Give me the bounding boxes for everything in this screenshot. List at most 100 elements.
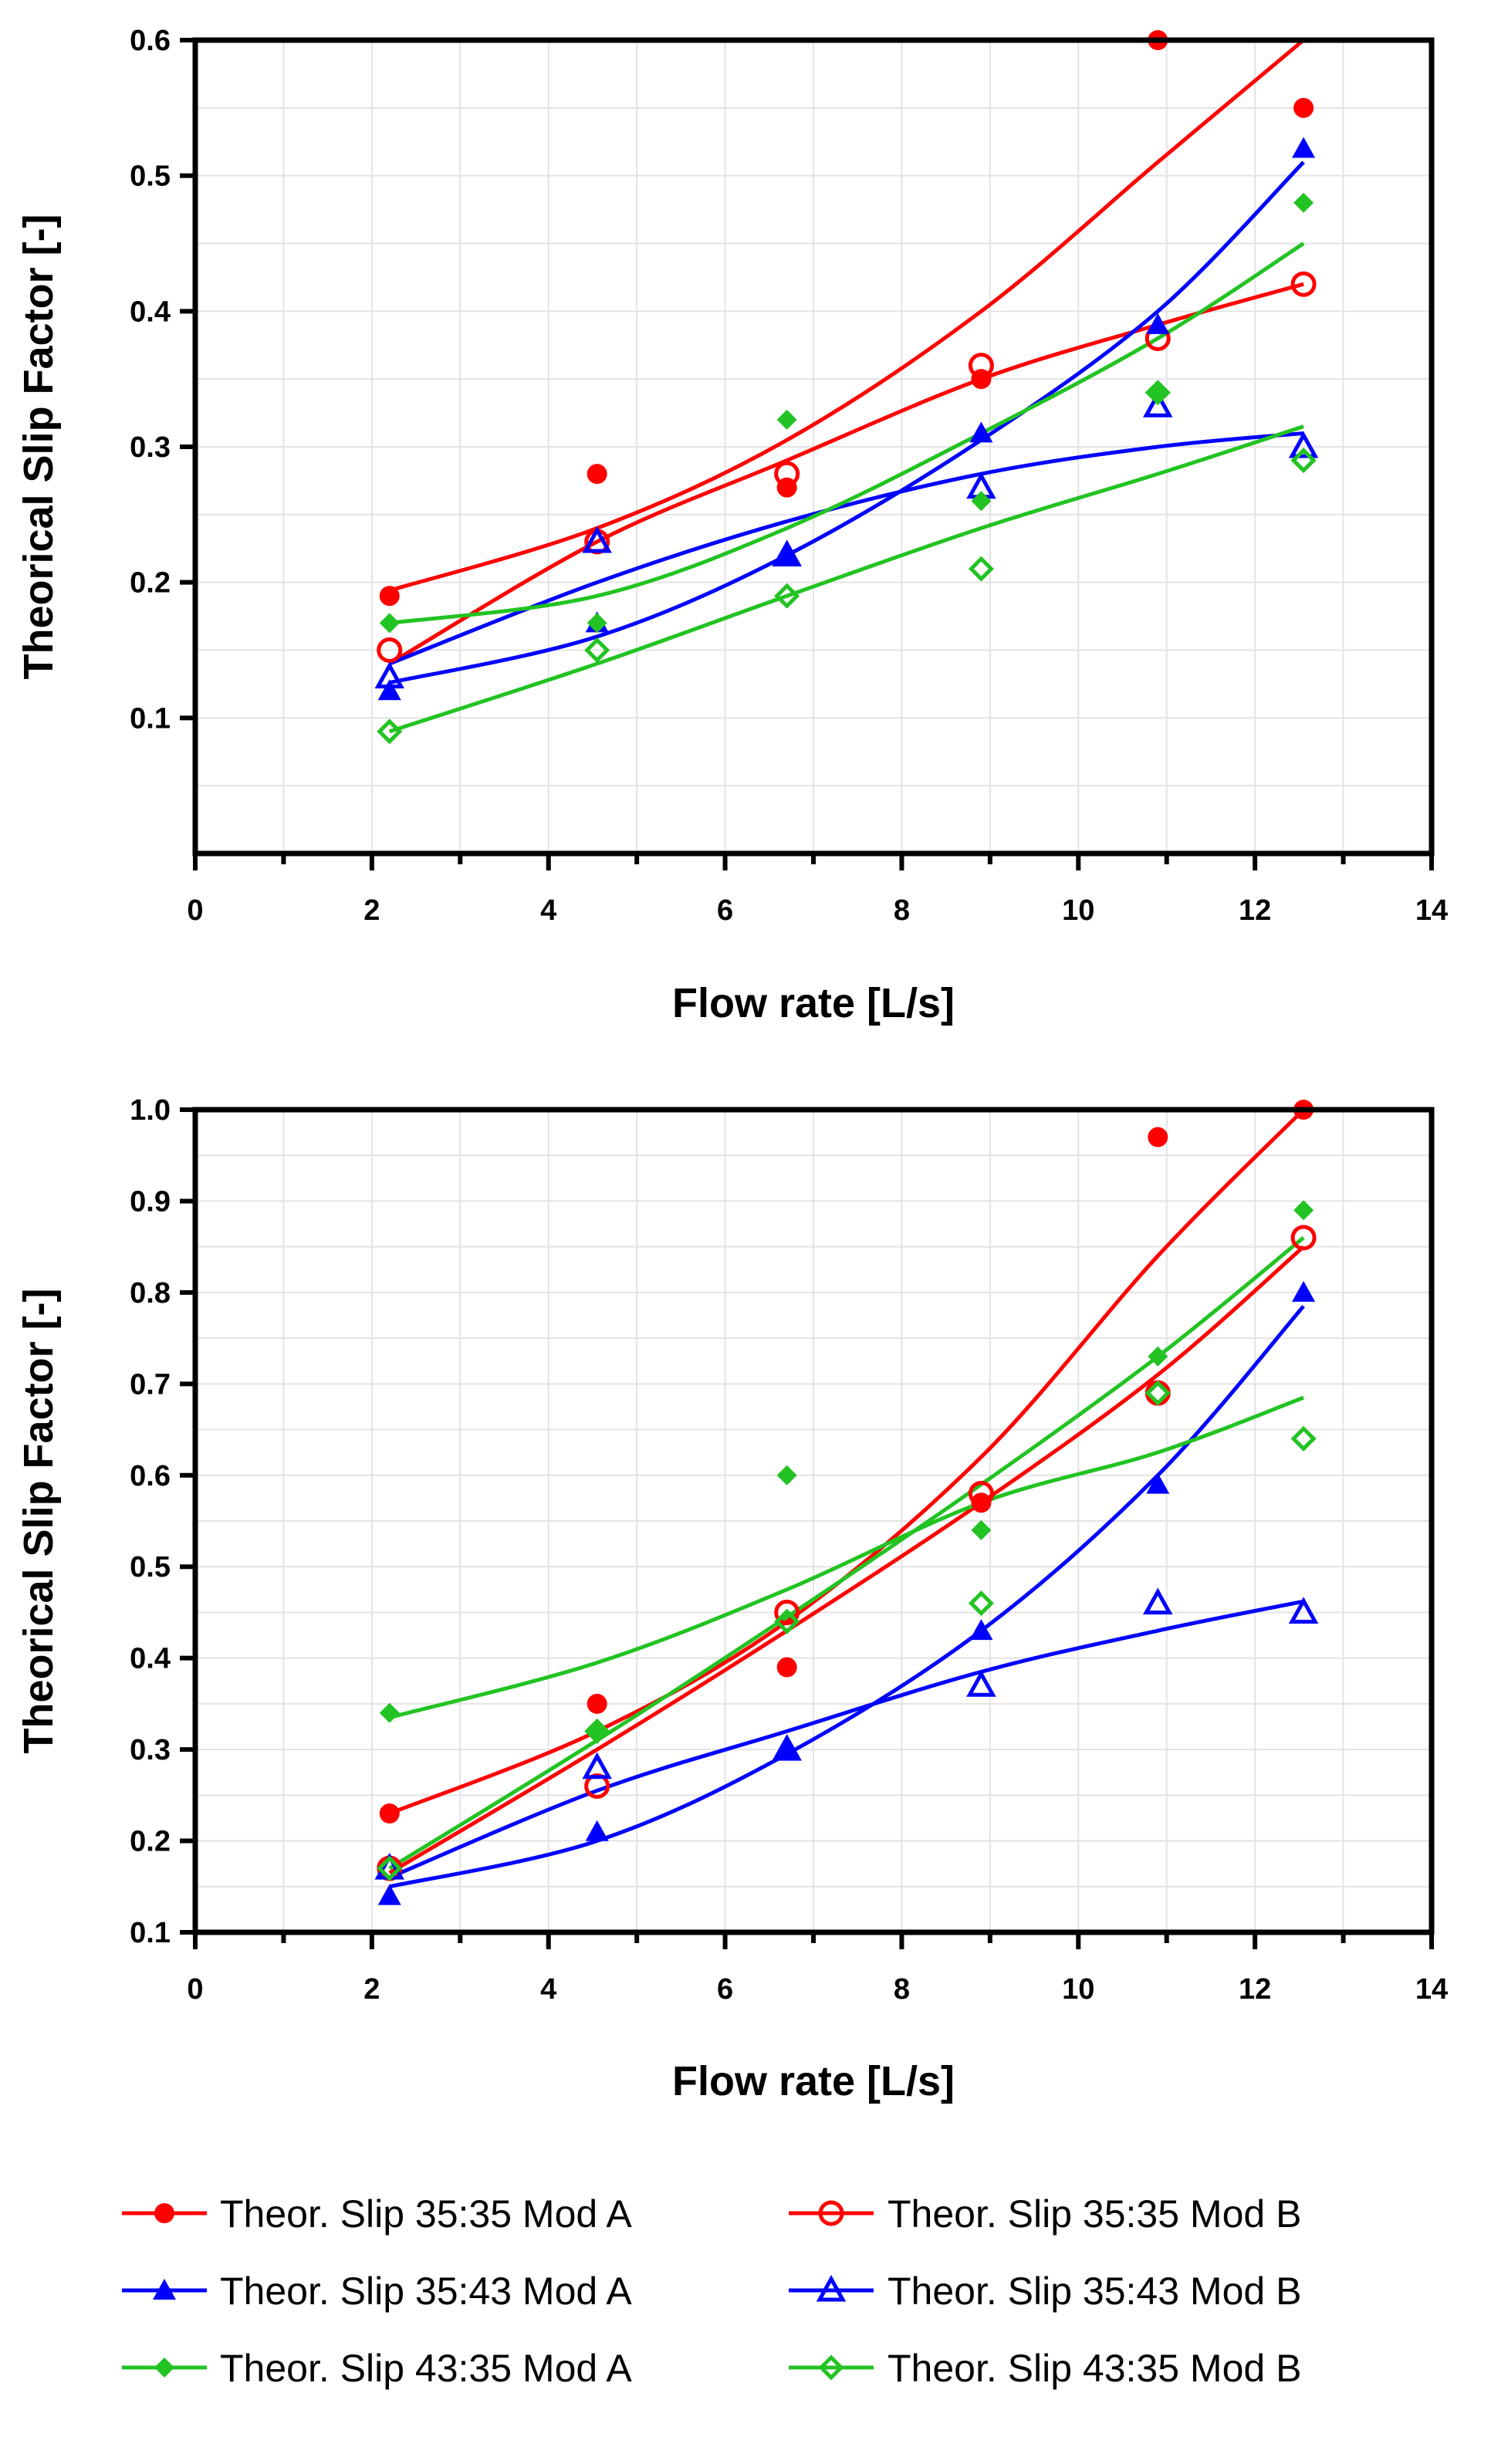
data-point (1145, 380, 1171, 406)
legend-item-theor-slip-43-35-mod-b: Theor. Slip 43:35 Mod B (789, 2347, 1301, 2390)
x-tick-label: 0 (187, 1973, 203, 2006)
trend-lines (388, 40, 1305, 734)
data-points (374, 1100, 1319, 1905)
x-tick-label: 10 (1062, 894, 1094, 927)
series-theor-slip-35-35-mod-a (379, 1100, 1314, 1824)
y-axis-title: Theorical Slip Factor [-] (15, 214, 62, 679)
legend-marker (818, 2200, 844, 2226)
legend-marker (154, 2203, 174, 2223)
trend-line-theor-slip-35-43-mod-a (389, 1305, 1305, 1889)
series-theor-slip-35-43-mod-a (377, 1280, 1316, 1905)
data-point (582, 526, 612, 553)
x-tick-label: 12 (1239, 1973, 1271, 2006)
data-point (379, 586, 400, 607)
data-point (775, 1738, 799, 1759)
y-tick-label: 0.6 (130, 1460, 171, 1492)
x-tick-label: 10 (1062, 1973, 1094, 2006)
trend-line-theor-slip-35-35-mod-a (389, 40, 1305, 593)
data-point (377, 1855, 403, 1881)
legend-item-theor-slip-35-35-mod-a: Theor. Slip 35:35 Mod A (122, 2192, 632, 2236)
data-point (774, 1608, 800, 1634)
data-point (1293, 192, 1314, 213)
x-tick-label: 6 (717, 1973, 733, 2006)
data-point (379, 1702, 400, 1723)
data-point (772, 1733, 802, 1761)
data-point (1290, 1225, 1317, 1251)
series-theor-slip-43-35-mod-b (377, 1380, 1317, 1881)
y-axis-labels: 0.1 0.2 0.3 0.4 0.5 0.6 (130, 25, 171, 735)
legend-label: Theor. Slip 35:35 Mod A (220, 2192, 632, 2236)
data-point (377, 1884, 401, 1905)
x-axis-ticks (193, 1932, 1434, 1949)
data-point (377, 718, 403, 745)
data-point (584, 1718, 610, 1744)
series-theor-slip-43-35-mod-a (379, 192, 1314, 634)
data-point (1293, 97, 1314, 118)
data-point (1290, 1425, 1317, 1452)
grid (195, 1110, 1432, 1932)
legend-item-theor-slip-35-43-mod-b: Theor. Slip 35:43 Mod B (789, 2270, 1301, 2313)
data-point (1148, 1346, 1168, 1367)
y-axis-ticks (180, 38, 195, 721)
series-theor-slip-35-43-mod-b (374, 1587, 1319, 1880)
trend-line-theor-slip-35-35-mod-b (388, 1245, 1305, 1875)
trend-line-theor-slip-43-35-mod-a (389, 242, 1305, 625)
data-point (969, 1619, 993, 1641)
trend-lines (388, 1110, 1305, 1889)
data-points (374, 30, 1319, 745)
x-tick-label: 8 (894, 1973, 910, 2006)
y-tick-label: 0.7 (130, 1368, 171, 1401)
data-point (587, 1693, 607, 1714)
data-point (1148, 382, 1168, 403)
trend-line-theor-slip-35-35-mod-b (388, 282, 1304, 666)
x-tick-label: 4 (540, 894, 556, 927)
data-point (966, 1670, 996, 1697)
x-tick-label: 14 (1415, 1973, 1448, 2006)
trend-line-theor-slip-43-35-mod-b (388, 424, 1304, 734)
y-axis-title: Theorical Slip Factor [-] (15, 1288, 62, 1753)
y-axis-ticks (180, 1107, 195, 1935)
data-point (776, 409, 797, 430)
trend-line-theor-slip-43-35-mod-b (388, 1235, 1305, 1871)
chart-top: 0 2 4 6 8 10 12 14 0.1 0.2 0.3 0.4 0.5 0.6 Flow rate [… (15, 25, 1448, 1026)
data-point (1292, 1280, 1316, 1302)
data-point (585, 1820, 609, 1841)
legend-label: Theor. Slip 43:35 Mod B (888, 2347, 1301, 2390)
legend-label: Theor. Slip 43:35 Mod A (220, 2347, 632, 2390)
data-point (379, 613, 400, 634)
y-tick-label: 0.2 (130, 1826, 171, 1858)
data-point (587, 1721, 607, 1742)
data-point (968, 1590, 994, 1617)
series-theor-slip-35-43-mod-a (377, 137, 1316, 701)
series-theor-slip-43-35-mod-a (379, 1200, 1314, 1742)
data-point (1290, 271, 1317, 297)
data-point (969, 421, 993, 443)
data-point (968, 1480, 994, 1506)
x-axis-title: Flow rate [L/s] (672, 2058, 955, 2104)
y-tick-label: 0.3 (130, 431, 171, 464)
data-point (1146, 313, 1170, 334)
series-theor-slip-35-35-mod-b (377, 1225, 1317, 1881)
y-tick-label: 0.1 (130, 1917, 171, 1949)
y-tick-label: 0.3 (130, 1734, 171, 1766)
legend-marker (153, 2279, 176, 2300)
data-point (1288, 431, 1319, 458)
data-point (1143, 390, 1173, 417)
data-point (968, 556, 994, 582)
legend-item-theor-slip-35-35-mod-b: Theor. Slip 35:35 Mod B (789, 2192, 1301, 2236)
x-tick-label: 14 (1415, 894, 1448, 927)
x-tick-label: 0 (187, 894, 203, 927)
data-point (776, 1465, 797, 1485)
y-tick-label: 0.8 (130, 1277, 171, 1310)
x-tick-label: 6 (717, 894, 733, 927)
data-point (587, 464, 607, 485)
data-point (774, 583, 800, 609)
chart-bottom: 0 2 4 6 8 10 12 14 0.1 0.2 0.3 0.4 0.5 0.6 0.7 0.8 0.9 1.… (15, 1094, 1448, 2104)
data-point (1148, 1127, 1168, 1148)
trend-line-theor-slip-35-43-mod-a (389, 161, 1305, 685)
legend-marker (154, 2358, 174, 2378)
trend-line-theor-slip-43-35-mod-a (389, 1395, 1304, 1720)
legend-item-theor-slip-35-43-mod-a: Theor. Slip 35:43 Mod A (122, 2270, 632, 2313)
data-point (379, 1803, 400, 1824)
